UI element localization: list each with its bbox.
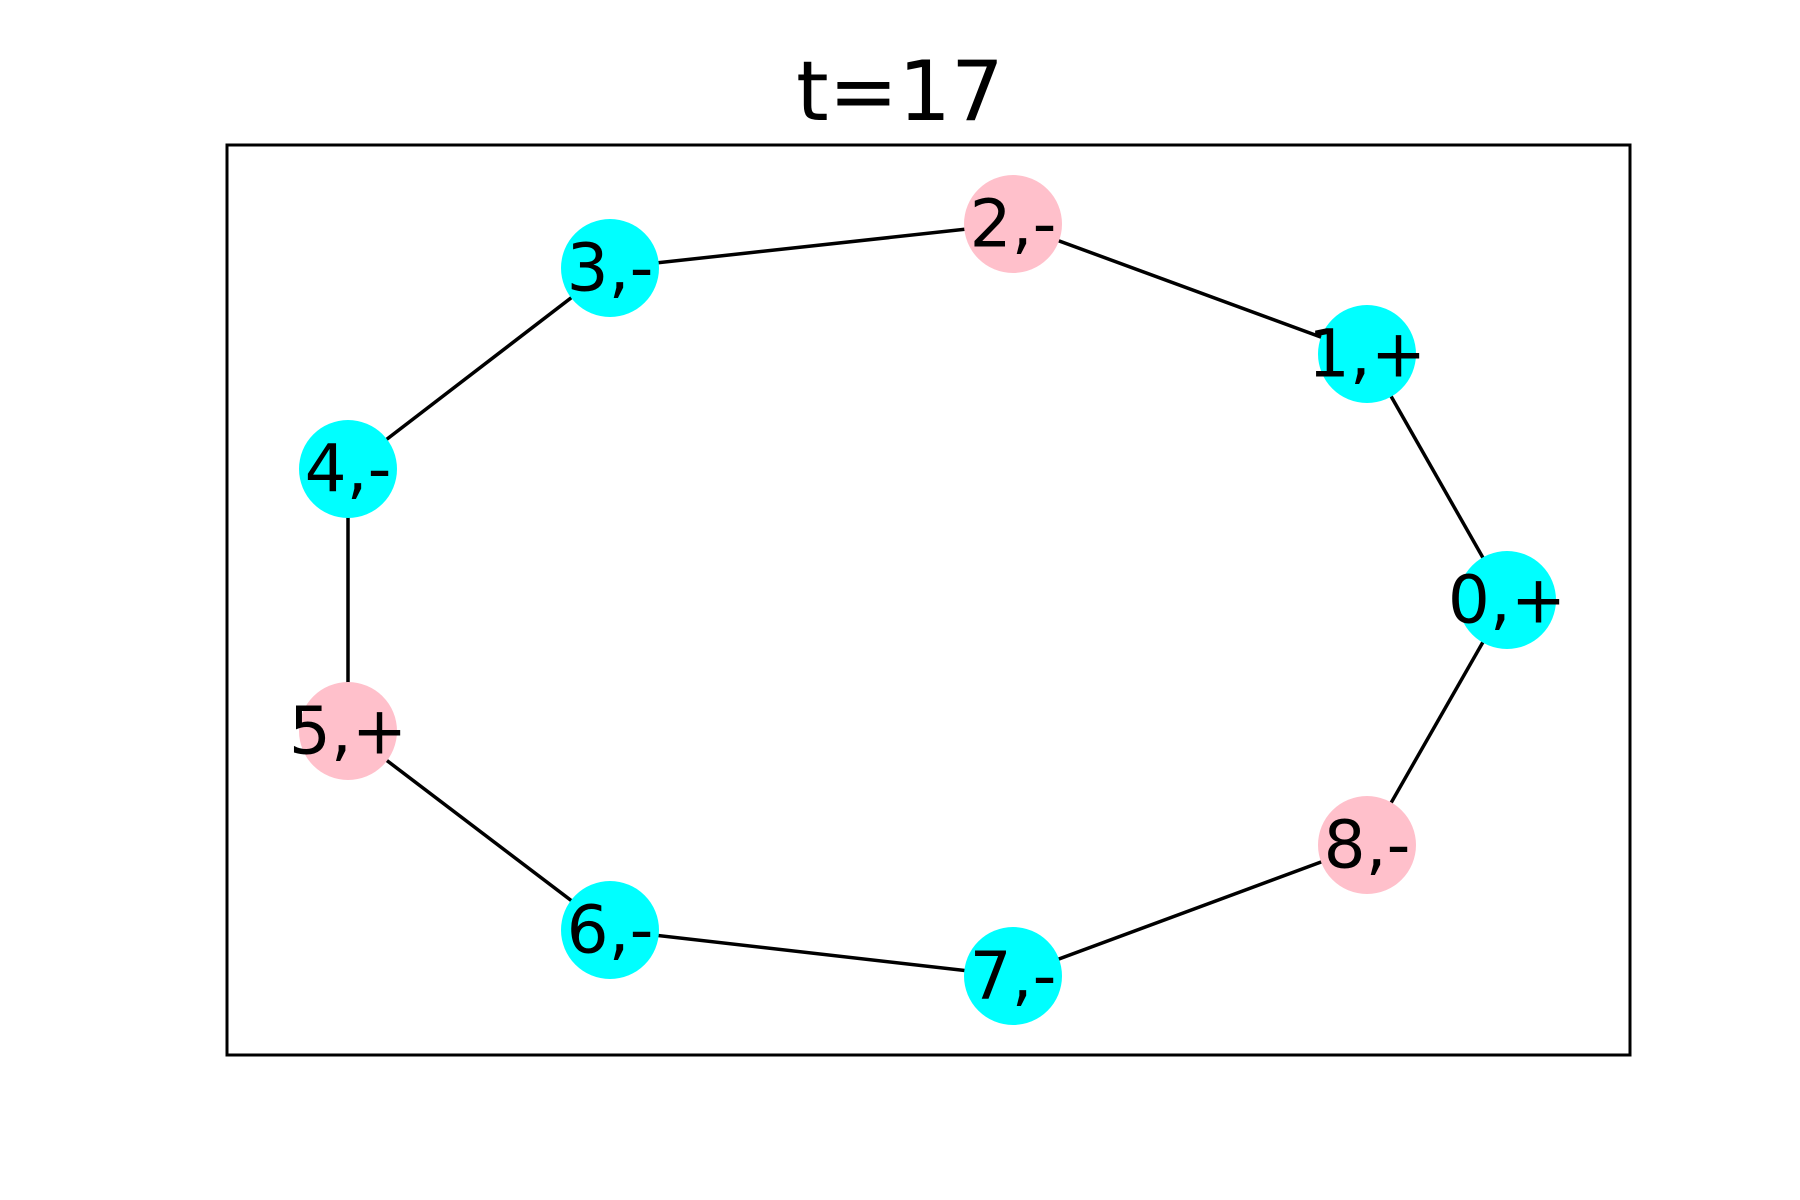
node-label: 6,- <box>567 892 654 969</box>
node-label: 4,- <box>305 431 392 508</box>
edge-3-4 <box>346 266 612 471</box>
node-1: 1,+ <box>1308 305 1426 403</box>
node-circle <box>1318 796 1416 894</box>
figure-title: t=17 <box>796 43 1004 140</box>
node-3: 3,- <box>561 219 659 317</box>
edges-layer <box>346 222 1509 978</box>
node-circle <box>561 219 659 317</box>
node-label: 0,+ <box>1448 562 1566 639</box>
node-label: 5,+ <box>289 693 407 770</box>
node-label: 8,- <box>1324 807 1411 884</box>
edge-7-8 <box>1012 843 1368 978</box>
edge-5-6 <box>346 729 612 932</box>
node-4: 4,- <box>299 420 397 518</box>
node-circle <box>1458 551 1556 649</box>
node-5: 5,+ <box>289 682 407 780</box>
plot-frame <box>225 143 1632 1057</box>
node-6: 6,- <box>561 881 659 979</box>
edge-1-2 <box>1012 222 1368 356</box>
node-circle <box>299 682 397 780</box>
node-8: 8,- <box>1318 796 1416 894</box>
node-circle <box>299 420 397 518</box>
node-2: 2,- <box>964 175 1062 273</box>
edge-6-7 <box>609 928 1014 978</box>
node-0: 0,+ <box>1448 551 1566 649</box>
node-label: 1,+ <box>1308 316 1426 393</box>
node-circle <box>964 927 1062 1025</box>
node-7: 7,- <box>964 927 1062 1025</box>
node-label: 7,- <box>970 938 1057 1015</box>
node-circle <box>964 175 1062 273</box>
node-circle <box>561 881 659 979</box>
node-label: 3,- <box>567 230 654 307</box>
node-circle <box>1318 305 1416 403</box>
node-label: 2,- <box>970 186 1057 263</box>
nodes-layer: 0,+ 1,+ 2,- 3,- 4,- 5,+ 6,- 7,- 8,- <box>289 175 1566 1025</box>
edge-2-3 <box>609 222 1014 270</box>
